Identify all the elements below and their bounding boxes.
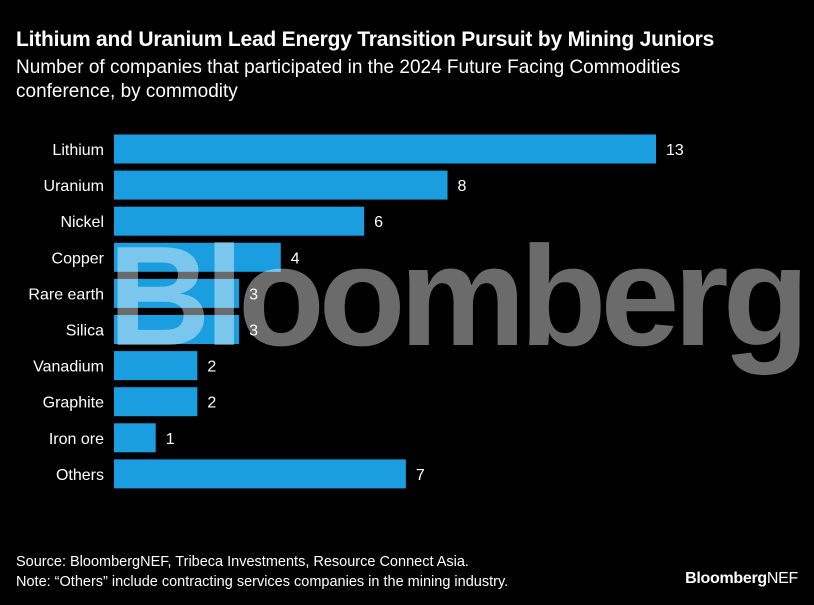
bar-iron-ore [114,423,156,453]
category-label-iron-ore: Iron ore [49,431,104,448]
note-text: Note: “Others” include contracting servi… [16,574,509,590]
value-label-others: 7 [416,467,425,484]
category-label-silica: Silica [66,323,104,340]
category-label-copper: Copper [52,250,105,267]
bar-graphite [114,387,198,417]
category-label-rare-earth: Rare earth [28,286,104,303]
value-label-vanadium: 2 [207,359,216,376]
value-label-nickel: 6 [374,214,383,231]
category-label-lithium: Lithium [52,142,104,159]
category-label-graphite: Graphite [43,395,104,412]
category-label-nickel: Nickel [60,214,104,231]
category-label-others: Others [56,467,104,484]
value-label-graphite: 2 [207,395,216,412]
bloombergnef-logo: BloombergNEF [685,570,798,588]
value-label-copper: 4 [291,250,300,267]
source-text: Source: BloombergNEF, Tribeca Investment… [16,554,469,570]
bar-vanadium [114,351,198,381]
bar-silica [114,315,240,344]
chart-subtitle: Number of companies that participated in… [16,57,681,102]
chart-title: Lithium and Uranium Lead Energy Transiti… [16,28,715,51]
bar-others [114,459,406,489]
bar-uranium [114,170,448,200]
bar-copper [114,242,281,272]
category-label-uranium: Uranium [44,178,104,195]
chart-footnote: Source: BloombergNEF, Tribeca Investment… [16,552,508,592]
value-label-lithium: 13 [666,142,684,159]
bar-rare-earth [114,278,240,308]
category-label-vanadium: Vanadium [33,359,104,376]
value-label-rare-earth: 3 [249,286,258,303]
value-label-uranium: 8 [458,178,467,195]
bar-nickel [114,206,365,236]
brand-bold-text: Bloomberg [685,570,767,587]
brand-regular-text: NEF [766,570,798,587]
value-label-silica: 3 [249,323,258,340]
bar-lithium [114,134,656,164]
value-label-iron-ore: 1 [166,431,175,448]
